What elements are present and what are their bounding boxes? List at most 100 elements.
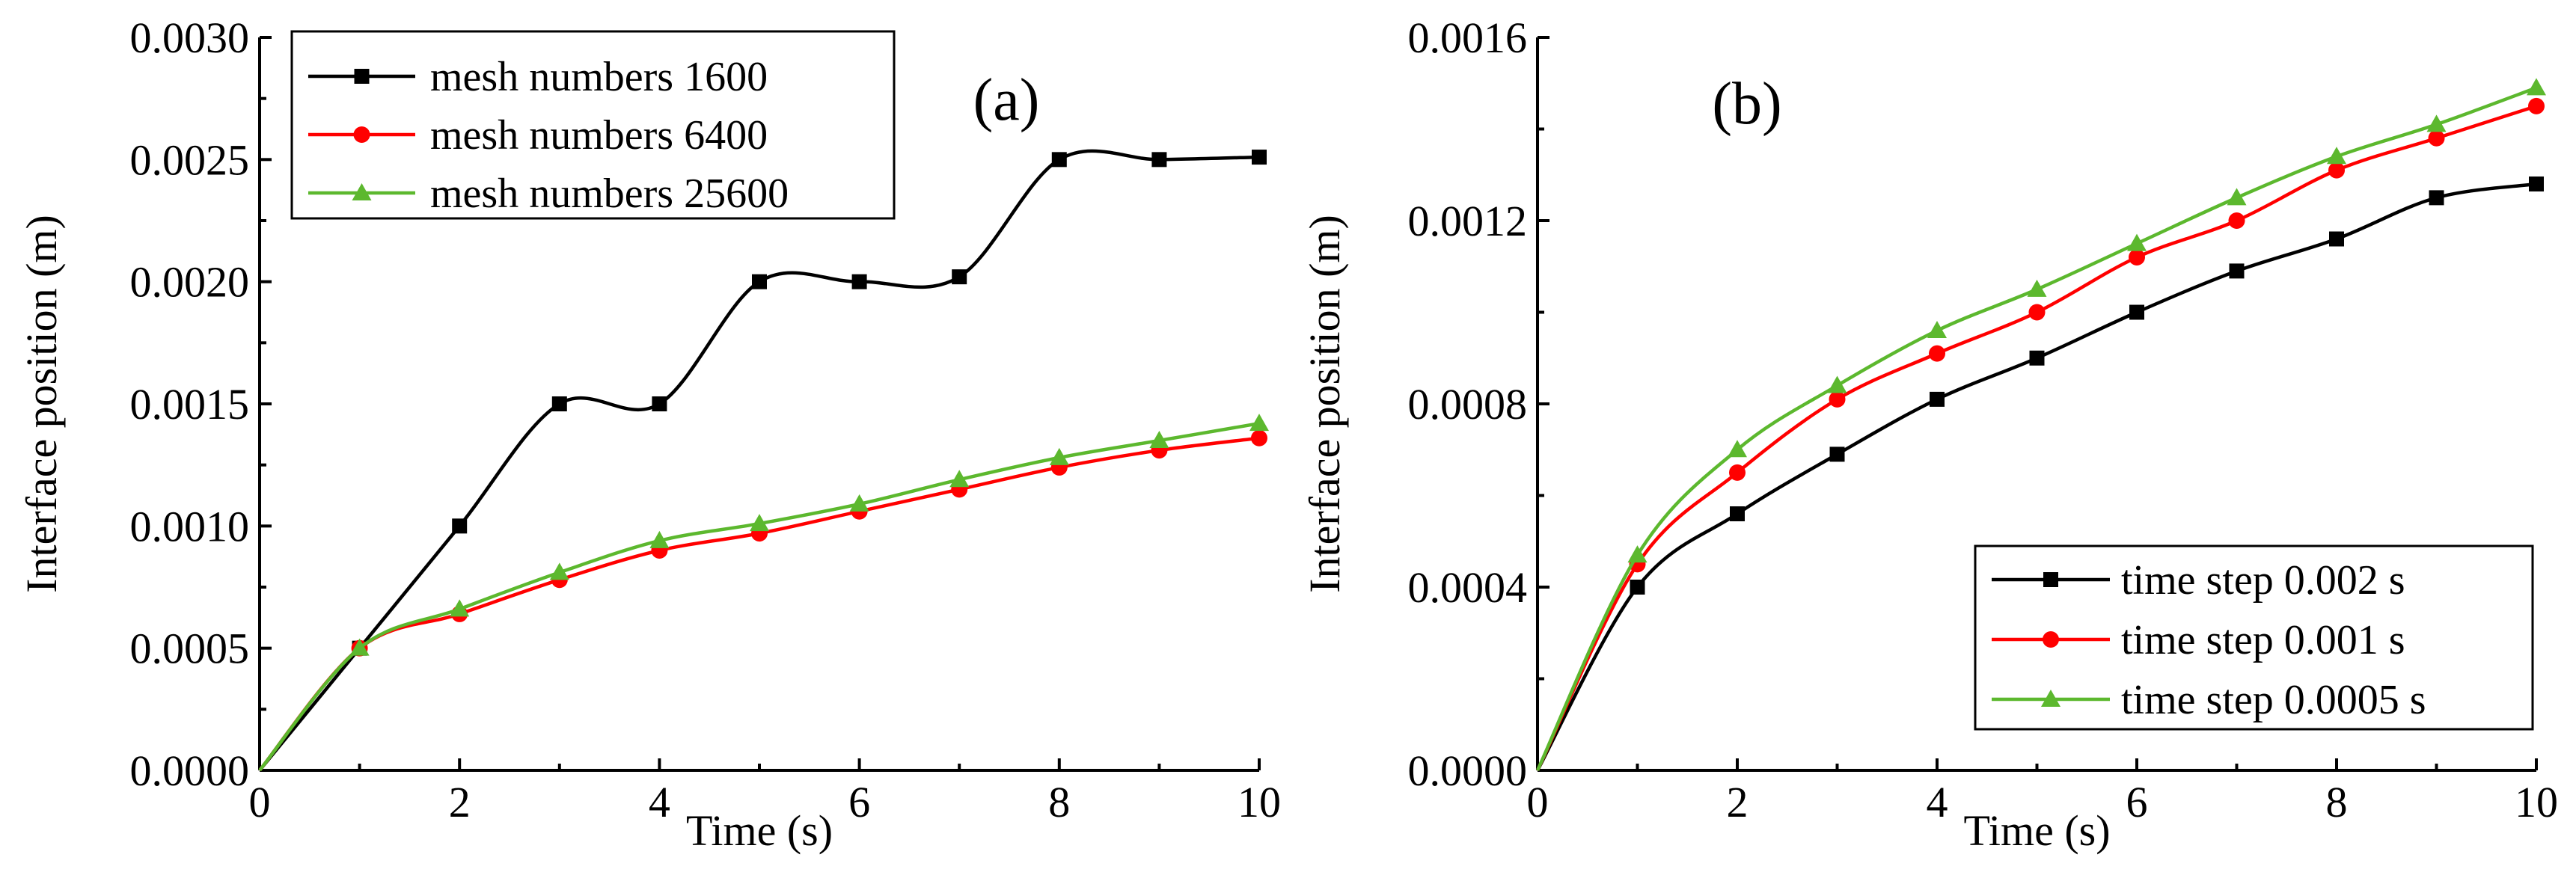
data-point [1252,150,1267,165]
data-point [2229,263,2245,279]
legend-label: time step 0.001 s [2121,617,2405,663]
data-point [949,470,970,488]
data-point [1827,375,1847,393]
x-tick-label: 4 [1927,778,1948,826]
y-tick-label: 0.0008 [1408,380,1528,429]
data-point [549,562,569,580]
legend-marker [354,69,370,84]
data-point [452,518,468,534]
x-tick-label: 10 [1237,778,1281,826]
data-point [2328,162,2345,179]
x-tick-label: 0 [1527,778,1549,826]
x-axis-label: Time (s) [686,806,833,855]
x-tick-label: 0 [249,778,271,826]
data-point [349,638,370,656]
chart-panel-b: 0 2 4 6 8 10 0.0000 0.0004 0.0008 0.0012 0.0016 Tim… [1300,13,2558,855]
legend-marker [352,183,372,200]
y-axis-label: Interface position (m) [17,215,66,593]
data-point [2029,350,2045,366]
data-point [1829,446,1845,462]
data-point [851,274,867,289]
legend-marker [2041,690,2061,707]
y-tick-label: 0.0016 [1408,13,1528,62]
y-tick-label: 0.0004 [1408,563,1528,612]
data-point [1929,345,1945,362]
legend-label: time step 0.0005 s [2121,677,2426,723]
data-point [952,269,967,285]
data-point [2227,188,2247,206]
data-point [2329,231,2344,247]
legend-box [290,30,896,220]
data-point [1149,431,1169,448]
data-point [849,494,869,512]
data-point [2426,114,2447,132]
data-point [752,274,767,289]
data-point [1630,580,1645,595]
data-point [2028,304,2046,321]
series-line-2 [258,436,1260,772]
series-line-1 [258,149,1260,772]
data-point [2527,78,2546,96]
legend-marker [2043,572,2058,587]
panel-label: (a) [973,67,1040,133]
data-point [1729,464,1746,481]
x-tick-label: 6 [848,778,870,826]
data-point [2529,177,2544,191]
data-point [649,530,670,548]
x-tick-label: 2 [1727,778,1749,826]
y-tick-label: 0.0025 [130,135,250,184]
series-line-2 [1535,104,2537,771]
y-tick-label: 0.0005 [130,625,250,673]
x-tick-label: 10 [2515,778,2558,826]
legend-label: mesh numbers 6400 [430,112,768,159]
data-point [2428,129,2445,147]
data-point [1930,391,1945,407]
y-tick-label: 0.0012 [1408,197,1528,245]
series-line-3 [1535,86,2537,771]
legend-label: mesh numbers 1600 [430,54,768,100]
legend-marker [2043,631,2059,648]
data-point [551,396,567,411]
data-point [1049,447,1069,465]
data-point [652,396,667,411]
data-point [1728,440,1747,458]
x-tick-label: 6 [2126,778,2148,826]
data-point [450,599,470,617]
y-tick-label: 0.0015 [130,380,250,429]
data-point [1151,152,1167,168]
y-tick-label: 0.0000 [1408,746,1528,795]
panel-label: (b) [1712,71,1781,137]
y-tick-label: 0.0030 [130,13,250,62]
series-line-1 [1536,182,2537,772]
data-point [2027,279,2047,297]
data-point [2129,304,2144,320]
data-point [1730,506,1745,521]
legend-label: time step 0.002 s [2121,557,2405,604]
data-point [2127,233,2147,251]
y-axis-label: Interface position (m) [1300,215,1349,593]
data-point [2129,249,2145,266]
data-point [1249,414,1269,432]
x-tick-label: 8 [2326,778,2348,826]
y-tick-label: 0.0000 [130,746,250,795]
data-point [2429,190,2444,206]
x-axis-label: Time (s) [1963,806,2110,855]
data-point [1051,152,1067,168]
x-tick-label: 2 [449,778,471,826]
x-tick-label: 4 [649,778,670,826]
data-point [1627,545,1648,563]
y-tick-label: 0.0010 [130,502,250,550]
chart-panel-a: 0 2 4 6 8 10 0.0000 0.0005 0.0010 0.0015 0.0020 0.0… [17,13,1281,855]
x-tick-label: 8 [1048,778,1070,826]
data-point [2228,212,2245,229]
legend-marker [353,126,370,143]
data-point [1927,321,1947,338]
data-point [2528,97,2545,114]
data-point [1251,429,1267,446]
data-point [750,514,769,532]
series-line-3 [258,421,1260,772]
data-point [2327,147,2346,165]
data-point [1829,390,1846,408]
legend-label: mesh numbers 25600 [430,171,789,217]
